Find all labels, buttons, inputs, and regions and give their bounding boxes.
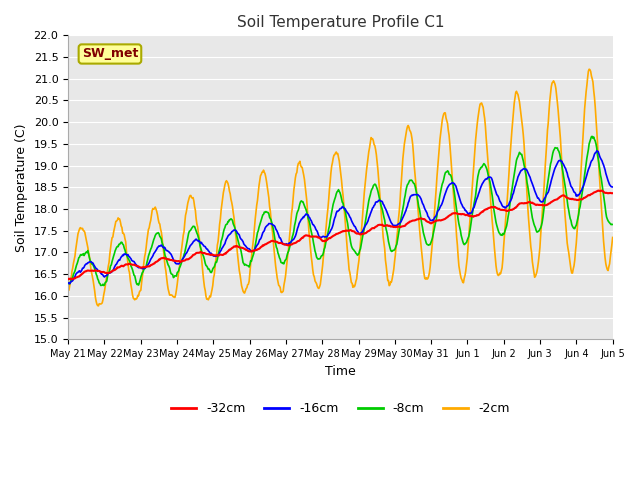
Legend: -32cm, -16cm, -8cm, -2cm: -32cm, -16cm, -8cm, -2cm <box>166 397 515 420</box>
Y-axis label: Soil Temperature (C): Soil Temperature (C) <box>15 123 28 252</box>
Text: SW_met: SW_met <box>82 48 138 60</box>
X-axis label: Time: Time <box>325 365 356 378</box>
Title: Soil Temperature Profile C1: Soil Temperature Profile C1 <box>237 15 444 30</box>
